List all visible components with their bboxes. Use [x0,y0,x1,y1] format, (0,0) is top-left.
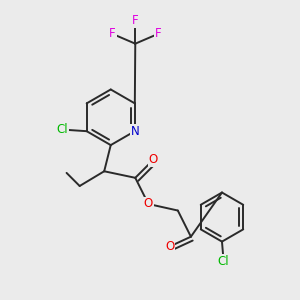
Text: F: F [155,27,161,40]
Text: Cl: Cl [56,123,68,136]
Text: F: F [132,14,139,27]
Text: F: F [109,27,116,40]
Text: O: O [144,197,153,211]
Text: O: O [165,240,174,253]
Text: O: O [148,153,158,166]
Text: N: N [130,125,139,138]
Text: Cl: Cl [218,255,230,268]
